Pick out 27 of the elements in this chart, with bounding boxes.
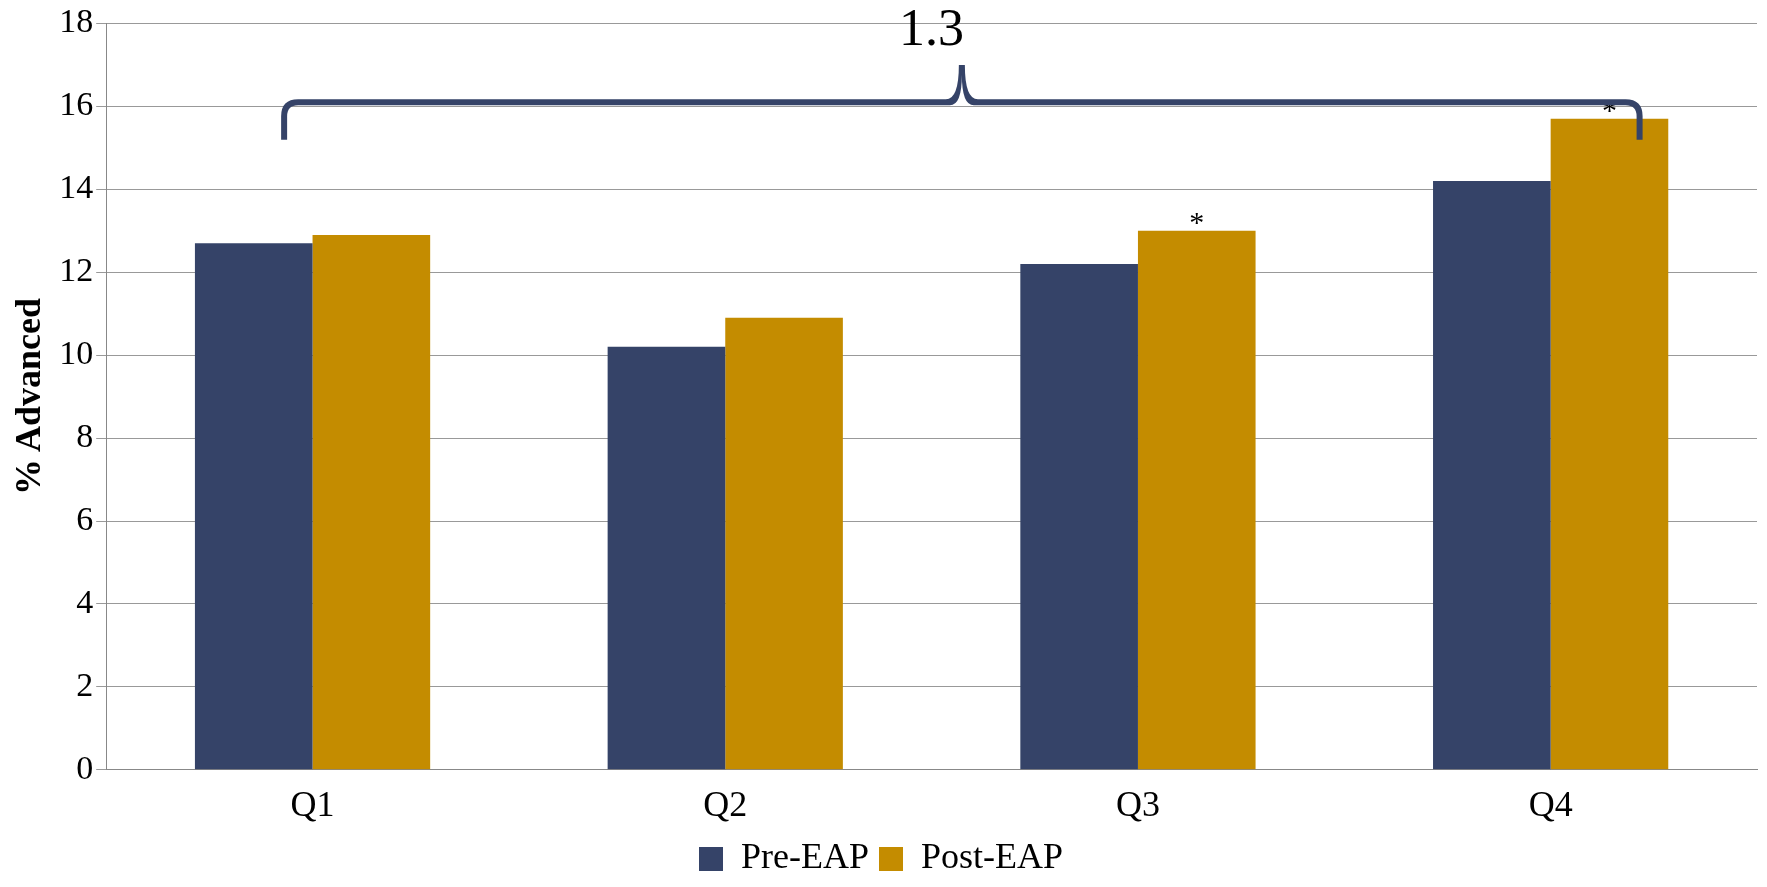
bar — [607, 346, 726, 770]
y-tick-label: 4 — [76, 582, 94, 620]
x-tick-label: Q4 — [1528, 783, 1573, 824]
x-tick-label: Q3 — [1115, 783, 1160, 824]
y-tick-label: 10 — [59, 334, 94, 372]
x-tick-label: Q1 — [290, 783, 335, 824]
x-tick-label: Q2 — [703, 783, 748, 824]
y-tick-label: 12 — [59, 251, 94, 289]
bar — [1020, 263, 1138, 770]
bar — [1137, 230, 1256, 770]
legend-label: Post-EAP — [920, 836, 1064, 877]
annotation: * — [1189, 204, 1205, 238]
y-tick-label: 14 — [59, 168, 94, 206]
annotation: 1.3 — [899, 0, 965, 57]
bar — [194, 243, 313, 770]
y-tick-label: 2 — [76, 665, 94, 703]
legend-label: Pre-EAP — [740, 836, 869, 877]
y-tick-label: 8 — [76, 416, 94, 454]
y-tick-label: 6 — [76, 499, 94, 537]
y-tick-label: 18 — [59, 2, 94, 40]
y-tick-label: 0 — [76, 748, 94, 786]
bar — [312, 234, 431, 770]
bar — [725, 317, 843, 770]
bar — [1433, 180, 1551, 770]
y-axis-title: % Advanced — [7, 298, 48, 496]
y-tick-label: 16 — [59, 85, 94, 123]
bar — [1550, 118, 1669, 770]
